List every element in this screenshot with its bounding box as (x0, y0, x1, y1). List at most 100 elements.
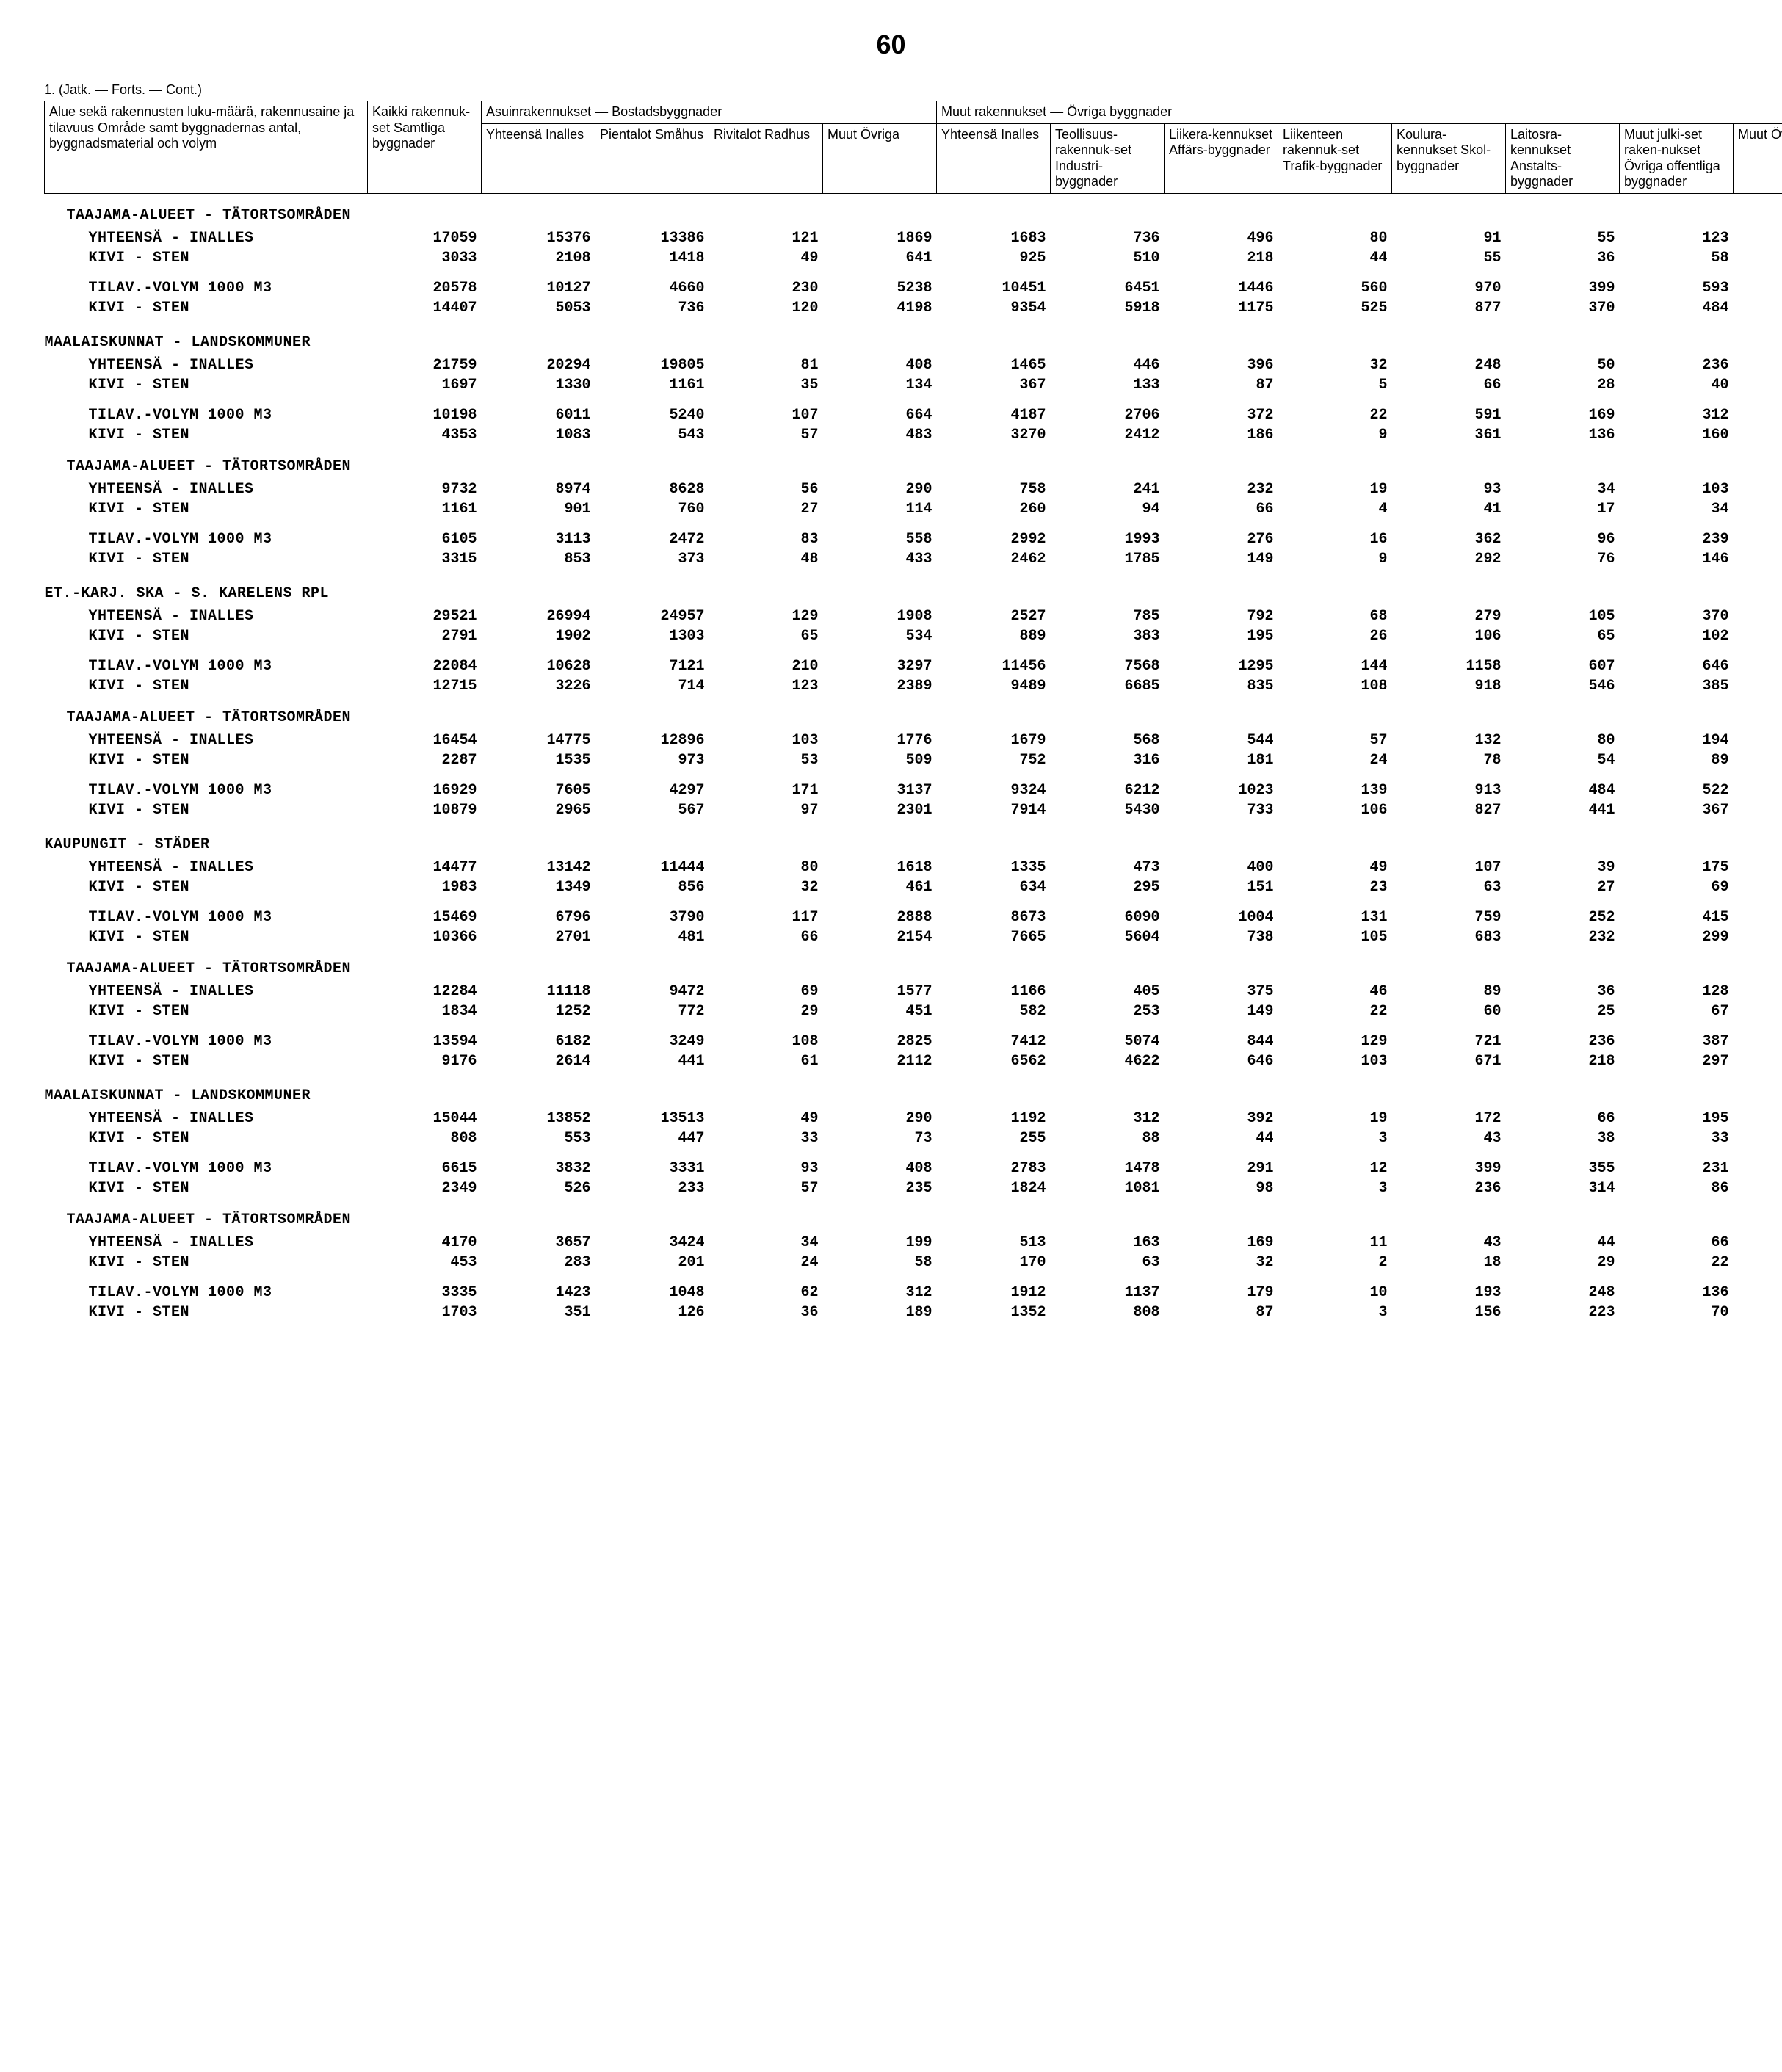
cell-value: 7914 (937, 800, 1051, 820)
cell-value: 252 (1506, 908, 1620, 927)
cell-value: 3331 (595, 1159, 709, 1178)
cell-value: 107 (709, 405, 823, 425)
cell-value: 201 (595, 1253, 709, 1272)
cell-value: 33 (1620, 1129, 1734, 1148)
cell-value: 108 (709, 1032, 823, 1051)
cell-value: 5 (1734, 1051, 1782, 1071)
cell-value: 61 (709, 1051, 823, 1071)
cell-value: 1161 (368, 499, 482, 519)
cell-value: 370 (1506, 298, 1620, 318)
cell-value: 522 (1620, 780, 1734, 800)
cell-value: 29 (709, 1001, 823, 1021)
cell-value: 248 (1392, 355, 1506, 375)
row-label: YHTEENSÄ - INALLES (45, 228, 368, 248)
cell-value: 26 (1278, 626, 1392, 646)
cell-value: 44 (1165, 1129, 1278, 1148)
cell-value: 25 (1506, 1001, 1620, 1021)
row-label: YHTEENSÄ - INALLES (45, 606, 368, 626)
cell-value: 10451 (937, 278, 1051, 298)
cell-value: 372 (1165, 405, 1278, 425)
cell-value: 399 (1506, 278, 1620, 298)
cell-value: 856 (595, 877, 709, 897)
cell-value: 4353 (368, 425, 482, 445)
cell-value: 1912 (937, 1283, 1051, 1303)
cell-value: 446 (1051, 355, 1165, 375)
cell-value: 136 (1506, 425, 1620, 445)
cell-value: 19805 (595, 355, 709, 375)
cell-value: 235 (823, 1178, 937, 1198)
table-row: KIVI - STEN27911902130365534889383195261… (45, 626, 1782, 646)
cell-value: 66 (1506, 1109, 1620, 1129)
cell-value: 73 (823, 1129, 937, 1148)
cell-value: 2965 (482, 800, 595, 820)
row-label: TILAV.-VOLYM 1000 M3 (45, 1159, 368, 1178)
cell-value: 26994 (482, 606, 595, 626)
cell-value: 199 (823, 1233, 937, 1253)
table-row: YHTEENSÄ - INALLES4170365734243419951316… (45, 1233, 1782, 1253)
cell-value: 646 (1165, 1051, 1278, 1071)
cell-value: 128 (1734, 606, 1782, 626)
cell-value: 169 (1165, 1233, 1278, 1253)
table-row: YHTEENSÄ - INALLES1504413852135134929011… (45, 1109, 1782, 1129)
cell-value: 546 (1506, 676, 1620, 696)
cell-value: 10366 (368, 927, 482, 947)
cell-value: 117 (709, 908, 823, 927)
cell-value: 276 (1165, 529, 1278, 549)
cell-value: 2825 (823, 1032, 937, 1051)
cell-value: 8 (1734, 375, 1782, 395)
cell-value: 17 (1506, 499, 1620, 519)
cell-value: 316 (1051, 750, 1165, 770)
cell-value: 484 (1506, 780, 1620, 800)
cell-value: 733 (1165, 800, 1278, 820)
cell-value: 2349 (368, 1178, 482, 1198)
cell-value: 9472 (595, 982, 709, 1001)
cell-value: 408 (823, 1159, 937, 1178)
cell-value: 35 (709, 375, 823, 395)
cell-value: 129 (709, 606, 823, 626)
cell-value: 736 (595, 298, 709, 318)
cell-value: 1004 (1165, 908, 1278, 927)
section-heading: KAUPUNGIT - STÄDER (45, 820, 1782, 858)
table-head: Alue sekä rakennusten luku-määrä, rakenn… (45, 101, 1782, 194)
cell-value: 11 (1278, 1233, 1392, 1253)
cell-value: 312 (1051, 1109, 1165, 1129)
cell-value: 36 (1506, 248, 1620, 268)
cell-value: 136 (1620, 1283, 1734, 1303)
cell-value: 63 (1051, 1253, 1165, 1272)
cell-value: 10879 (368, 800, 482, 820)
cell-value: 33 (1734, 278, 1782, 298)
cell-value: 6451 (1051, 278, 1165, 298)
cell-value: 134 (823, 375, 937, 395)
cell-value: 80 (1278, 228, 1392, 248)
cell-value: 16 (1278, 529, 1392, 549)
cell-value: 13386 (595, 228, 709, 248)
cell-value: 50 (1506, 355, 1620, 375)
cell-value: 87 (1734, 982, 1782, 1001)
cell-value: 107 (1392, 858, 1506, 877)
cell-value: 496 (1165, 228, 1278, 248)
table-row: YHTEENSÄ - INALLES9732897486285629075824… (45, 479, 1782, 499)
cell-value: 396 (1165, 355, 1278, 375)
cell-value: 16454 (368, 731, 482, 750)
cell-value: 22 (1278, 1001, 1392, 1021)
cell-value: 120 (709, 298, 823, 318)
cell-value: 6 (1734, 425, 1782, 445)
cell-value: 889 (937, 626, 1051, 646)
row-label: YHTEENSÄ - INALLES (45, 858, 368, 877)
cell-value: 2614 (482, 1051, 595, 1071)
cell-value: 218 (1506, 1051, 1620, 1071)
cell-value: 53 (709, 750, 823, 770)
cell-value: 1083 (482, 425, 595, 445)
cell-value: 844 (1165, 1032, 1278, 1051)
cell-value: 5 (1734, 1303, 1782, 1322)
cell-value: 664 (823, 405, 937, 425)
cell-value: 3297 (823, 656, 937, 676)
table-row: KIVI - STEN8085534473373255884434338336 (45, 1129, 1782, 1148)
cell-value: 1446 (1165, 278, 1278, 298)
cell-value: 14775 (482, 731, 595, 750)
cell-value: 22 (1734, 908, 1782, 927)
cell-value: 96 (1506, 529, 1620, 549)
cell-value: 913 (1392, 780, 1506, 800)
cell-value: 13852 (482, 1109, 595, 1129)
cell-value: 22084 (368, 656, 482, 676)
